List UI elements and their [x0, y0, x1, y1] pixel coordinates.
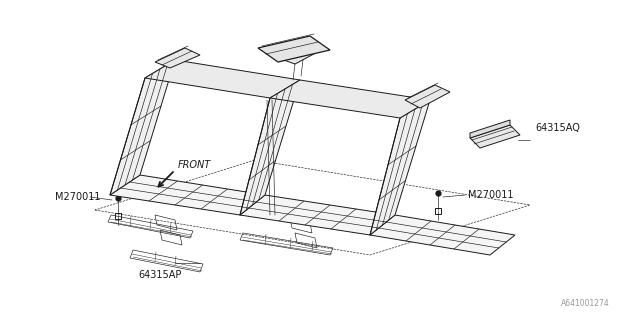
- Polygon shape: [145, 60, 300, 98]
- Text: FRONT: FRONT: [178, 160, 211, 170]
- Polygon shape: [110, 60, 175, 195]
- Polygon shape: [240, 80, 300, 215]
- Text: M270011: M270011: [468, 190, 513, 200]
- Text: A641001274: A641001274: [561, 299, 610, 308]
- Polygon shape: [278, 42, 325, 64]
- Polygon shape: [155, 48, 200, 68]
- Text: M270011: M270011: [55, 192, 100, 202]
- Polygon shape: [240, 195, 395, 235]
- Polygon shape: [470, 120, 510, 138]
- Polygon shape: [370, 100, 430, 235]
- Polygon shape: [470, 125, 520, 148]
- Polygon shape: [370, 215, 515, 255]
- Polygon shape: [270, 80, 430, 118]
- Polygon shape: [405, 85, 450, 108]
- Polygon shape: [110, 175, 265, 215]
- Text: 64315AP: 64315AP: [138, 270, 181, 280]
- Polygon shape: [258, 36, 330, 62]
- Text: 64315AQ: 64315AQ: [535, 123, 580, 133]
